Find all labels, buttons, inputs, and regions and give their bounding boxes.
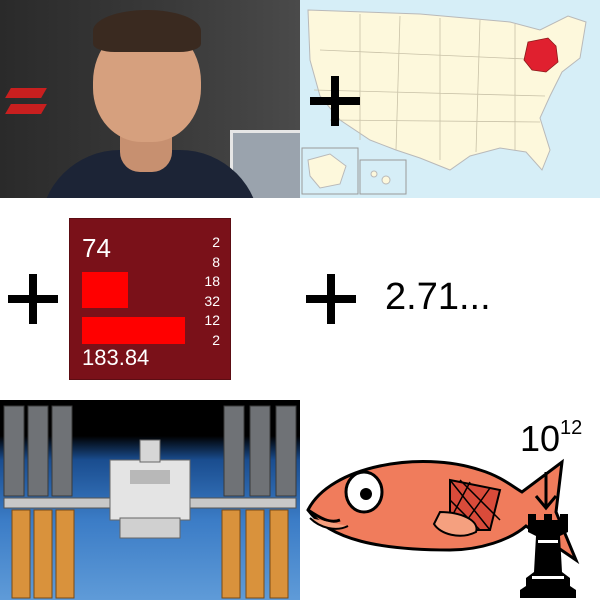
highlighted-state [523,37,559,73]
portrait-photo [0,0,300,198]
fish-rook-graphic [306,458,580,598]
space-station-photo [0,400,300,600]
hair [93,10,201,52]
arrow-down-icon [534,472,558,511]
fish-icon [306,458,580,565]
exponent-base: 10 [520,418,561,459]
shell-bar [82,317,185,344]
plus-icon [8,274,58,324]
shell-count: 32 [204,292,220,309]
rook-icon [520,514,576,598]
electron-shells: 2 8 18 32 12 2 [180,233,220,350]
plus-icon [306,274,356,324]
shell-count: 8 [212,253,220,270]
exponent-text: 1012 [520,417,583,460]
plus-icon [310,76,360,126]
number-text: 2.71... [385,276,491,318]
logo-stripe [5,88,47,98]
shell-count: 18 [204,273,220,289]
element-tile: 74 183.84 2 8 18 32 12 2 [69,218,231,380]
shell-count: 12 [204,312,220,328]
fish-rook-panel [300,400,600,600]
atomic-mass: 183.84 [82,345,150,370]
space-station-graphic [3,405,297,599]
shell-count: 2 [212,234,220,250]
shell-bar [82,272,128,308]
shell-count: 2 [212,331,220,348]
atomic-number: 74 [82,233,111,263]
logo-stripe [5,104,47,114]
exponent-power: 12 [560,417,583,439]
